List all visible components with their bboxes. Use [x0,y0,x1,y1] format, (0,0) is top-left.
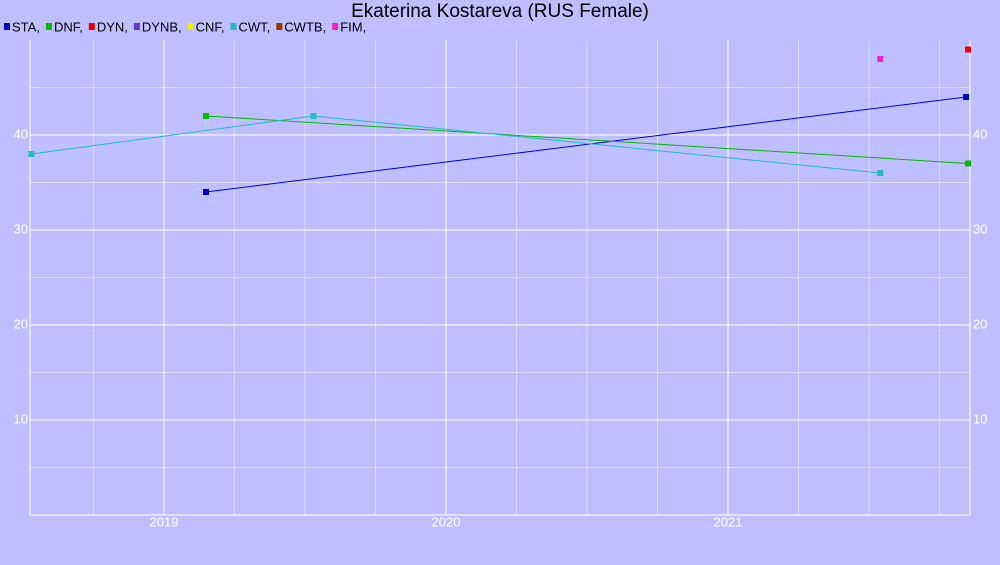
chart-title: Ekaterina Kostareva (RUS Female) [351,1,649,22]
series-line [205,115,969,164]
y2-tick-label: 10 [973,411,987,426]
series-line [205,96,967,193]
point-marker [310,113,317,119]
point-marker [202,189,209,195]
x-tick-label: 2021 [714,514,743,529]
legend-label: STA, [12,19,40,34]
legend-label: FIM, [340,19,366,34]
legend-label: DNF, [54,19,83,34]
y-tick-label: 40 [14,126,28,141]
y-tick-label: 30 [14,221,28,236]
x-tick-label: 2019 [150,514,179,529]
legend-swatch [276,23,283,30]
legend-label: CWTB, [284,19,326,34]
legend-swatch [4,23,10,30]
y2-tick-label: 30 [973,221,987,236]
point-marker [28,151,35,157]
legend-swatch [230,23,237,30]
legend-label: DYNB, [142,19,182,34]
legend-swatch [45,23,52,30]
legend-label: DYN, [97,19,128,34]
legend-swatch [133,23,140,30]
point-marker [877,56,884,62]
legend-label: CWT, [239,19,271,34]
point-marker [202,113,209,119]
y2-tick-label: 20 [973,316,987,331]
series-line [31,115,881,174]
point-marker [963,94,970,100]
y2-tick-label: 40 [973,126,987,141]
x-tick-label: 2020 [432,514,461,529]
legend-label: CNF, [196,19,225,34]
legend-swatch [187,23,194,30]
legend-swatch [332,23,339,30]
point-marker [965,160,972,167]
point-marker [965,46,972,53]
legend-swatch [88,23,95,30]
y-tick-label: 20 [14,316,28,331]
point-marker [877,170,884,176]
y-tick-label: 10 [14,411,28,426]
